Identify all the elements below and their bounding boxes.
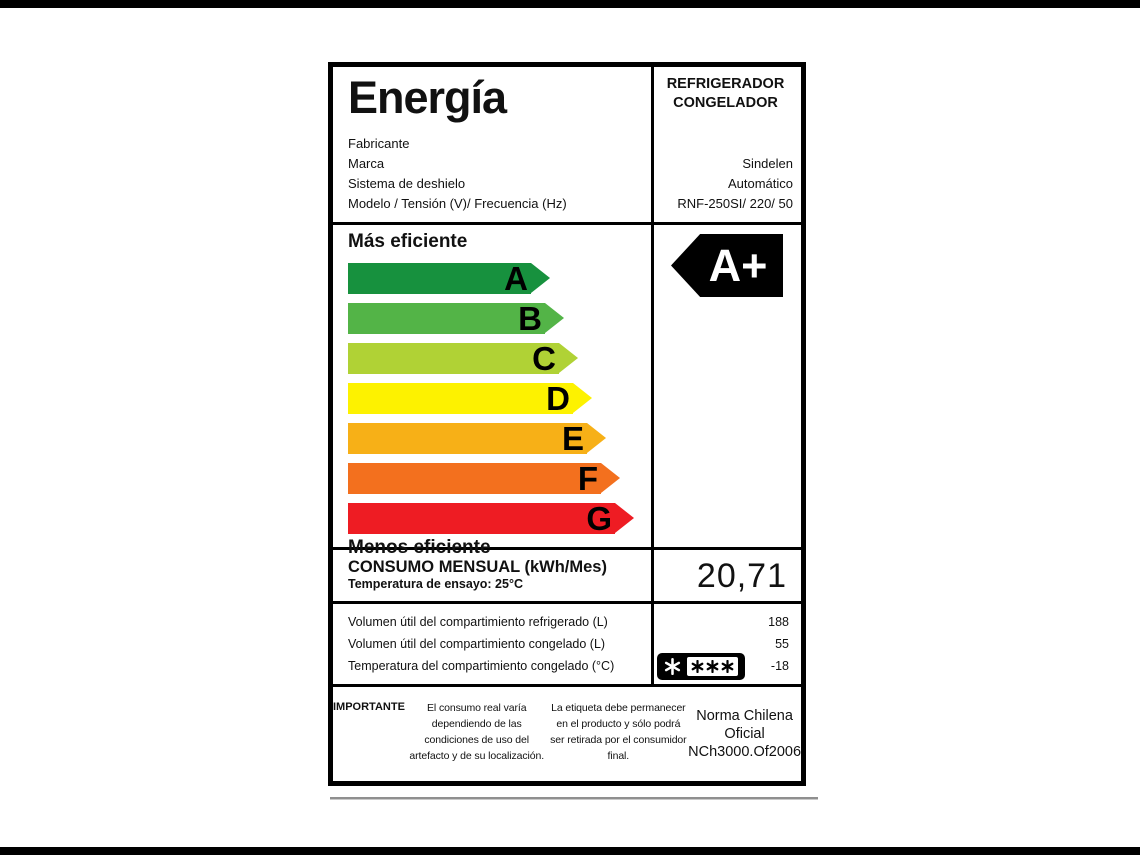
category-line2: CONGELADOR — [673, 95, 778, 111]
grade-letter: G — [586, 499, 612, 537]
grade-letter: E — [561, 419, 584, 457]
spec-value-deshielo: Automático — [727, 176, 793, 191]
details-left: Volumen útil del compartimiento refriger… — [333, 604, 651, 684]
footer-heading: IMPORTANTE — [333, 701, 405, 713]
arrow-tip-icon — [531, 263, 550, 293]
header-section: Energía Fabricante Marca Sistema de desh… — [333, 67, 801, 225]
column-divider — [651, 225, 654, 547]
energy-label: Energía Fabricante Marca Sistema de desh… — [328, 62, 806, 786]
consumption-title: CONSUMO MENSUAL (kWh/Mes) — [348, 557, 607, 576]
detail-label-refrigerado: Volumen útil del compartimiento refriger… — [348, 615, 608, 629]
detail-value-temperatura-row: -18 — [654, 652, 801, 680]
arrow-bar — [348, 383, 573, 414]
grade-letter: D — [546, 379, 570, 417]
rating-badge: A+ — [671, 234, 783, 297]
efficiency-arrow-f: F — [348, 459, 620, 497]
efficiency-arrow-a: A — [348, 259, 550, 297]
arrow-tip-icon — [615, 503, 634, 533]
grade-letter: C — [532, 339, 556, 377]
header-right: REFRIGERADOR CONGELADOR Sindelen Automát… — [654, 67, 801, 222]
grade-letter: F — [577, 459, 598, 497]
arrow-tip-icon — [545, 303, 564, 333]
detail-value-congelado: 55 — [775, 637, 789, 651]
scale-right: A+ — [654, 225, 801, 547]
consumption-right: 20,71 — [654, 550, 801, 601]
freezer-star-box — [687, 656, 738, 676]
less-efficient-caption: Menos eficiente — [348, 537, 491, 558]
arrow-bar — [348, 263, 531, 294]
appliance-category: REFRIGERADOR CONGELADOR — [658, 75, 793, 113]
label-title: Energía — [348, 72, 507, 123]
efficiency-arrow-e: E — [348, 419, 606, 457]
consumption-section: CONSUMO MENSUAL (kWh/Mes) Temperatura de… — [333, 550, 801, 604]
efficiency-arrow-d: D — [348, 379, 592, 417]
freezer-star-icon — [664, 657, 681, 675]
column-divider — [651, 604, 654, 684]
detail-value-refrigerado: 188 — [768, 615, 789, 629]
arrow-bar — [348, 463, 601, 494]
arrow-tip-icon — [573, 383, 592, 413]
details-section: Volumen útil del compartimiento refriger… — [333, 604, 801, 687]
category-line1: REFRIGERADOR — [666, 76, 785, 92]
arrow-tip-icon — [587, 423, 606, 453]
arrow-tip-icon — [559, 343, 578, 373]
rating-value: A+ — [708, 239, 768, 291]
consumption-value: 20,71 — [696, 556, 787, 595]
footer-line1: El consumo real varía dependiendo de las… — [409, 702, 545, 762]
spec-labels: Fabricante Marca Sistema de deshielo Mod… — [348, 134, 651, 214]
efficiency-arrow-g: G — [348, 499, 634, 537]
arrow-bar — [348, 423, 587, 454]
footer-line2: La etiqueta debe permanecer en el produc… — [550, 702, 687, 762]
header-left: Energía Fabricante Marca Sistema de desh… — [333, 67, 651, 222]
spec-value-marca: Sindelen — [742, 156, 793, 171]
footer-section: IMPORTANTE El consumo real varía dependi… — [333, 687, 801, 781]
consumption-left: CONSUMO MENSUAL (kWh/Mes) Temperatura de… — [333, 550, 651, 601]
scale-left: Más eficiente A B C D — [333, 225, 651, 558]
arrow-bar — [348, 503, 615, 534]
spec-value-modelo: RNF-250SI/ 220/ 50 — [677, 196, 793, 211]
page-divider — [330, 797, 818, 800]
freezer-star-icon — [721, 659, 734, 673]
detail-label-temperatura: Temperatura del compartimiento congelado… — [348, 659, 615, 673]
column-divider — [651, 67, 654, 222]
spec-values: Sindelen Automático RNF-250SI/ 220/ 50 — [658, 154, 793, 214]
detail-value-congelado-row: 55 — [654, 633, 801, 655]
efficiency-arrow-c: C — [348, 339, 578, 377]
efficiency-scale-section: Más eficiente A B C D — [333, 225, 801, 558]
detail-value-temperatura: -18 — [770, 659, 789, 673]
spec-label-modelo: Modelo / Tensión (V)/ Frecuencia (Hz) — [348, 196, 567, 211]
arrow-bar — [348, 343, 559, 374]
freezer-star-icon — [691, 659, 704, 673]
detail-value-refrigerado-row: 188 — [654, 611, 801, 633]
letterbox-top-bar — [0, 0, 1140, 8]
column-divider — [651, 550, 654, 601]
details-right: 188 55 — [654, 604, 801, 684]
more-efficient-caption: Más eficiente — [348, 231, 468, 252]
grade-letter: A — [504, 259, 528, 297]
grade-letter: B — [518, 299, 542, 337]
freezer-star-badge — [657, 652, 745, 680]
arrow-bar — [348, 303, 545, 334]
consumption-subtitle: Temperatura de ensayo: 25°C — [348, 577, 523, 591]
arrow-tip-icon — [601, 463, 620, 493]
efficiency-arrow-b: B — [348, 299, 564, 337]
spec-label-fabricante: Fabricante — [348, 136, 410, 151]
spec-label-marca: Marca — [348, 156, 385, 171]
detail-label-congelado: Volumen útil del compartimiento congelad… — [348, 637, 606, 651]
spec-label-deshielo: Sistema de deshielo — [348, 176, 466, 191]
letterbox-bottom-bar — [0, 847, 1140, 855]
footer-norm: Norma Chilena Oficial NCh3000.Of2006 — [688, 708, 802, 760]
freezer-star-icon — [706, 659, 719, 673]
